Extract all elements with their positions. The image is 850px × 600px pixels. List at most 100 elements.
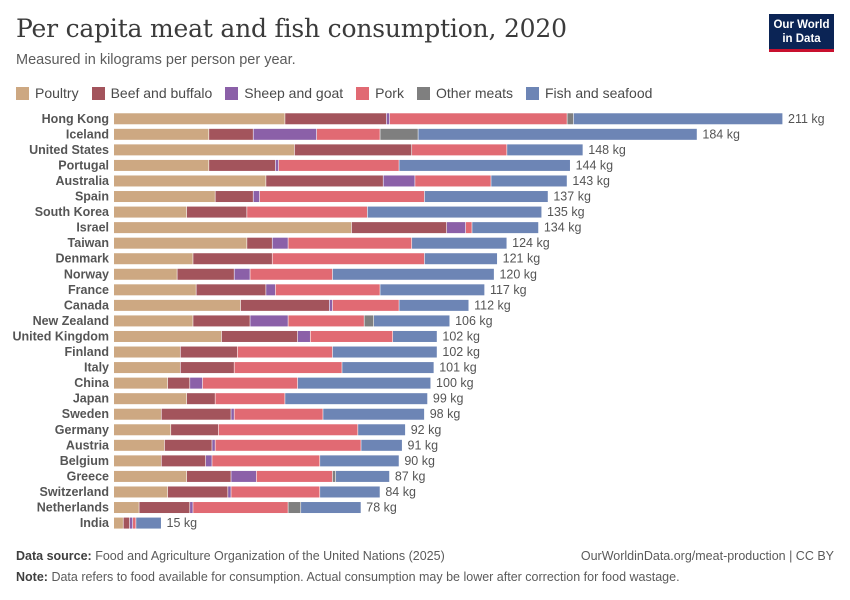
legend-item-fish-and-seafood[interactable]: Fish and seafood bbox=[526, 85, 652, 101]
bar-netherlands-pork[interactable] bbox=[193, 502, 288, 514]
bar-israel-fish-and-seafood[interactable] bbox=[472, 222, 539, 234]
bar-united-kingdom-fish-and-seafood[interactable] bbox=[393, 330, 437, 342]
bar-india-pork[interactable] bbox=[133, 517, 136, 529]
bar-sweden-pork[interactable] bbox=[234, 408, 323, 420]
bar-italy-poultry[interactable] bbox=[114, 362, 180, 374]
bar-hong-kong-other-meats[interactable] bbox=[567, 113, 574, 125]
bar-canada-sheep-and-goat[interactable] bbox=[329, 299, 333, 311]
bar-austria-beef-and-buffalo[interactable] bbox=[164, 439, 212, 451]
bar-greece-sheep-and-goat[interactable] bbox=[231, 470, 257, 482]
bar-greece-beef-and-buffalo[interactable] bbox=[186, 470, 231, 482]
bar-belgium-beef-and-buffalo[interactable] bbox=[161, 455, 206, 467]
bar-portugal-sheep-and-goat[interactable] bbox=[275, 159, 279, 171]
bar-taiwan-poultry[interactable] bbox=[114, 237, 247, 249]
bar-denmark-beef-and-buffalo[interactable] bbox=[193, 253, 272, 265]
bar-italy-pork[interactable] bbox=[234, 362, 342, 374]
bar-china-fish-and-seafood[interactable] bbox=[297, 377, 431, 389]
bar-portugal-beef-and-buffalo[interactable] bbox=[209, 159, 276, 171]
bar-australia-pork[interactable] bbox=[415, 175, 491, 187]
bar-india-fish-and-seafood[interactable] bbox=[136, 517, 161, 529]
bar-united-kingdom-poultry[interactable] bbox=[114, 330, 222, 342]
bar-taiwan-fish-and-seafood[interactable] bbox=[412, 237, 507, 249]
bar-norway-fish-and-seafood[interactable] bbox=[332, 268, 494, 280]
bar-canada-poultry[interactable] bbox=[114, 299, 241, 311]
bar-japan-fish-and-seafood[interactable] bbox=[285, 393, 428, 405]
bar-new-zealand-poultry[interactable] bbox=[114, 315, 193, 327]
bar-sweden-fish-and-seafood[interactable] bbox=[323, 408, 425, 420]
bar-netherlands-fish-and-seafood[interactable] bbox=[301, 502, 361, 514]
bar-norway-pork[interactable] bbox=[250, 268, 333, 280]
bar-austria-pork[interactable] bbox=[215, 439, 361, 451]
bar-south-korea-beef-and-buffalo[interactable] bbox=[186, 206, 247, 218]
bar-switzerland-fish-and-seafood[interactable] bbox=[320, 486, 380, 498]
bar-canada-pork[interactable] bbox=[332, 299, 399, 311]
bar-china-poultry[interactable] bbox=[114, 377, 168, 389]
bar-china-beef-and-buffalo[interactable] bbox=[167, 377, 190, 389]
bar-australia-sheep-and-goat[interactable] bbox=[383, 175, 415, 187]
bar-greece-other-meats[interactable] bbox=[332, 470, 336, 482]
bar-belgium-fish-and-seafood[interactable] bbox=[320, 455, 399, 467]
bar-new-zealand-other-meats[interactable] bbox=[364, 315, 374, 327]
bar-israel-beef-and-buffalo[interactable] bbox=[351, 222, 447, 234]
bar-japan-pork[interactable] bbox=[215, 393, 285, 405]
bar-hong-kong-sheep-and-goat[interactable] bbox=[386, 113, 390, 125]
bar-germany-pork[interactable] bbox=[218, 424, 358, 436]
bar-austria-fish-and-seafood[interactable] bbox=[361, 439, 402, 451]
bar-iceland-fish-and-seafood[interactable] bbox=[418, 128, 697, 140]
legend-item-beef-and-buffalo[interactable]: Beef and buffalo bbox=[91, 85, 212, 101]
bar-united-states-beef-and-buffalo[interactable] bbox=[294, 144, 412, 156]
bar-portugal-fish-and-seafood[interactable] bbox=[399, 159, 570, 171]
bar-china-pork[interactable] bbox=[202, 377, 298, 389]
bar-israel-poultry[interactable] bbox=[114, 222, 352, 234]
bar-finland-fish-and-seafood[interactable] bbox=[332, 346, 437, 358]
bar-finland-pork[interactable] bbox=[237, 346, 333, 358]
bar-germany-poultry[interactable] bbox=[114, 424, 171, 436]
bar-taiwan-sheep-and-goat[interactable] bbox=[272, 237, 288, 249]
bar-italy-beef-and-buffalo[interactable] bbox=[180, 362, 234, 374]
bar-germany-beef-and-buffalo[interactable] bbox=[171, 424, 219, 436]
bar-belgium-pork[interactable] bbox=[212, 455, 320, 467]
bar-hong-kong-beef-and-buffalo[interactable] bbox=[285, 113, 387, 125]
bar-new-zealand-beef-and-buffalo[interactable] bbox=[193, 315, 250, 327]
bar-greece-poultry[interactable] bbox=[114, 470, 187, 482]
bar-united-states-fish-and-seafood[interactable] bbox=[507, 144, 583, 156]
bar-south-korea-poultry[interactable] bbox=[114, 206, 187, 218]
bar-norway-poultry[interactable] bbox=[114, 268, 177, 280]
bar-new-zealand-pork[interactable] bbox=[288, 315, 364, 327]
bar-norway-beef-and-buffalo[interactable] bbox=[177, 268, 234, 280]
bar-iceland-pork[interactable] bbox=[316, 128, 380, 140]
bar-united-kingdom-beef-and-buffalo[interactable] bbox=[221, 330, 298, 342]
bar-portugal-pork[interactable] bbox=[278, 159, 399, 171]
bar-finland-poultry[interactable] bbox=[114, 346, 180, 358]
bar-france-fish-and-seafood[interactable] bbox=[380, 284, 485, 296]
bar-spain-poultry[interactable] bbox=[114, 191, 215, 203]
bar-greece-fish-and-seafood[interactable] bbox=[335, 470, 390, 482]
bar-sweden-beef-and-buffalo[interactable] bbox=[161, 408, 231, 420]
bar-australia-beef-and-buffalo[interactable] bbox=[266, 175, 383, 187]
bar-taiwan-beef-and-buffalo[interactable] bbox=[247, 237, 272, 249]
bar-belgium-poultry[interactable] bbox=[114, 455, 161, 467]
bar-india-poultry[interactable] bbox=[114, 517, 123, 529]
bar-spain-beef-and-buffalo[interactable] bbox=[215, 191, 253, 203]
bar-japan-poultry[interactable] bbox=[114, 393, 187, 405]
bar-netherlands-beef-and-buffalo[interactable] bbox=[139, 502, 190, 514]
bar-greece-pork[interactable] bbox=[256, 470, 333, 482]
bar-sweden-poultry[interactable] bbox=[114, 408, 161, 420]
data-source-text[interactable]: Food and Agriculture Organization of the… bbox=[95, 549, 445, 563]
bar-switzerland-poultry[interactable] bbox=[114, 486, 168, 498]
legend-item-sheep-and-goat[interactable]: Sheep and goat bbox=[225, 85, 343, 101]
bar-netherlands-sheep-and-goat[interactable] bbox=[190, 502, 193, 514]
bar-spain-fish-and-seafood[interactable] bbox=[424, 191, 548, 203]
bar-china-sheep-and-goat[interactable] bbox=[190, 377, 203, 389]
bar-south-korea-fish-and-seafood[interactable] bbox=[367, 206, 542, 218]
bar-germany-fish-and-seafood[interactable] bbox=[358, 424, 406, 436]
bar-united-kingdom-sheep-and-goat[interactable] bbox=[297, 330, 310, 342]
bar-austria-poultry[interactable] bbox=[114, 439, 165, 451]
bar-hong-kong-poultry[interactable] bbox=[114, 113, 285, 125]
bar-australia-fish-and-seafood[interactable] bbox=[491, 175, 567, 187]
bar-israel-pork[interactable] bbox=[465, 222, 472, 234]
bar-belgium-sheep-and-goat[interactable] bbox=[205, 455, 212, 467]
bar-iceland-beef-and-buffalo[interactable] bbox=[209, 128, 253, 140]
bar-new-zealand-fish-and-seafood[interactable] bbox=[373, 315, 450, 327]
bar-australia-poultry[interactable] bbox=[114, 175, 266, 187]
